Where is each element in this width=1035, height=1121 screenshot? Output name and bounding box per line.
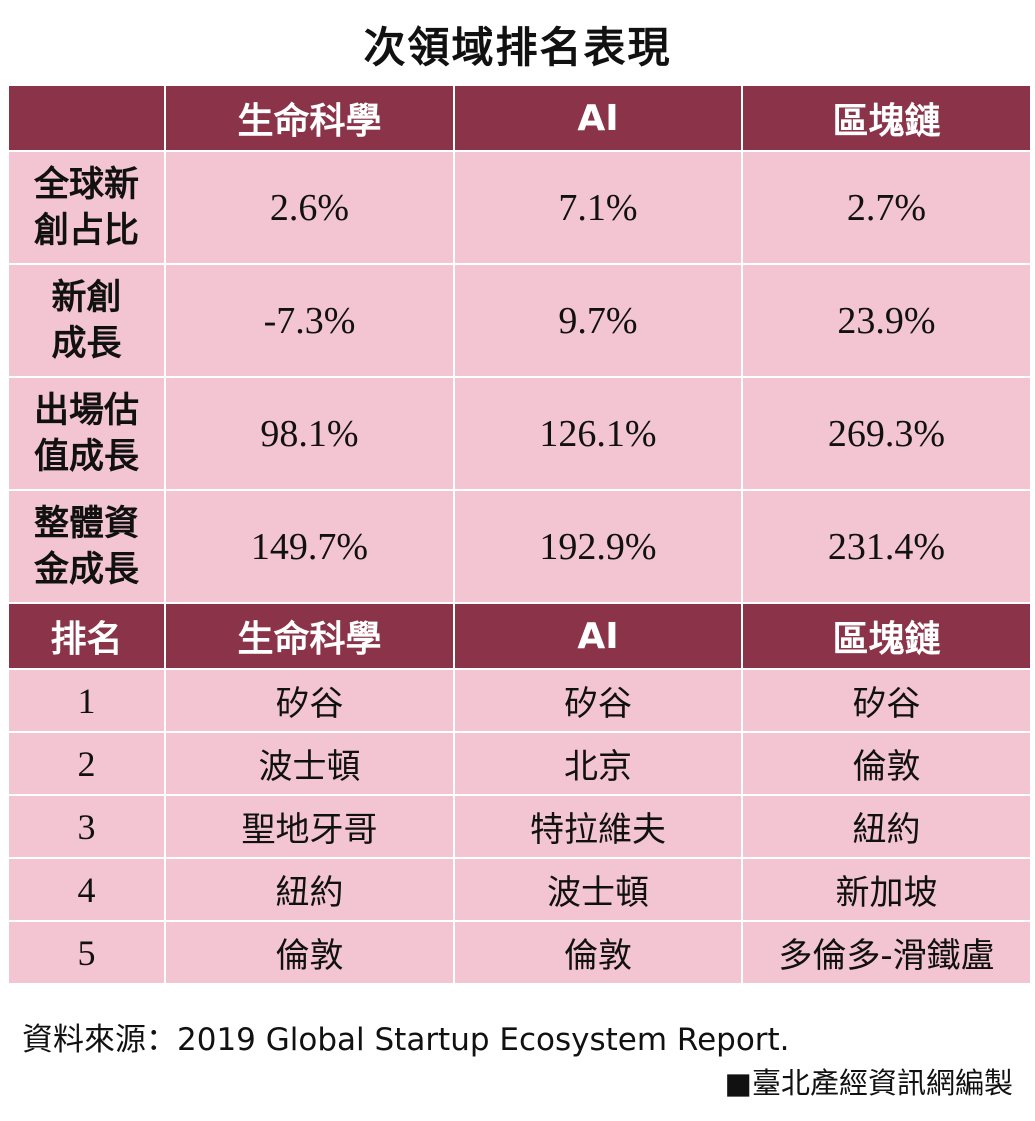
source-note: 資料來源：2019 Global Startup Ecosystem Repor…: [22, 1022, 790, 1058]
page-title: 次領域排名表現: [363, 23, 672, 72]
rank-row: 3 聖地牙哥 特拉維夫 紐約: [7, 794, 1032, 859]
metric-value: 269.3%: [741, 376, 1032, 491]
rank-city: 紐約: [164, 857, 455, 922]
rank-number: 3: [7, 794, 166, 859]
rank-city: 多倫多-滑鐵盧: [741, 920, 1032, 985]
metric-header-row: 生命科學 AI 區塊鏈: [7, 84, 1032, 152]
ranking-table: 生命科學 AI 區塊鏈 全球新 創占比 2.6% 7.1% 2.7% 新創 成長 -…: [7, 84, 1032, 985]
column-header: 區塊鏈: [741, 84, 1032, 152]
metric-row: 出場估 值成長 98.1% 126.1% 269.3%: [7, 376, 1032, 491]
rank-city: 矽谷: [741, 668, 1032, 733]
metric-value: 2.7%: [741, 150, 1032, 265]
rank-row: 2 波士頓 北京 倫敦: [7, 731, 1032, 796]
rank-number: 1: [7, 668, 166, 733]
metric-value: 2.6%: [164, 150, 455, 265]
rank-city: 倫敦: [453, 920, 743, 985]
rank-city: 波士頓: [164, 731, 455, 796]
rank-number: 2: [7, 731, 166, 796]
metric-value: -7.3%: [164, 263, 455, 378]
row-label: 出場估 值成長: [7, 376, 166, 491]
column-header: 生命科學: [164, 84, 455, 152]
metric-value: 98.1%: [164, 376, 455, 491]
rank-city: 特拉維夫: [453, 794, 743, 859]
rank-city: 矽谷: [164, 668, 455, 733]
metric-value: 9.7%: [453, 263, 743, 378]
column-header: 區塊鏈: [741, 602, 1032, 670]
metric-value: 126.1%: [453, 376, 743, 491]
credit-note: ■臺北產經資訊網編製: [724, 1066, 1013, 1100]
rank-city: 聖地牙哥: [164, 794, 455, 859]
row-label: 全球新 創占比: [7, 150, 166, 265]
metric-value: 23.9%: [741, 263, 1032, 378]
metric-value: 192.9%: [453, 489, 743, 604]
rank-city: 紐約: [741, 794, 1032, 859]
rank-city: 新加坡: [741, 857, 1032, 922]
row-label: 整體資 金成長: [7, 489, 166, 604]
row-label: 新創 成長: [7, 263, 166, 378]
rank-number: 5: [7, 920, 166, 985]
rank-number: 4: [7, 857, 166, 922]
metric-row: 全球新 創占比 2.6% 7.1% 2.7%: [7, 150, 1032, 265]
rank-row: 5 倫敦 倫敦 多倫多-滑鐵盧: [7, 920, 1032, 985]
rank-city: 倫敦: [164, 920, 455, 985]
metric-value: 149.7%: [164, 489, 455, 604]
metric-value: 7.1%: [453, 150, 743, 265]
metric-value: 231.4%: [741, 489, 1032, 604]
rank-city: 倫敦: [741, 731, 1032, 796]
rank-header-row: 排名 生命科學 AI 區塊鏈: [7, 602, 1032, 670]
rank-header: 排名: [7, 602, 166, 670]
rank-city: 北京: [453, 731, 743, 796]
corner-cell: [7, 84, 166, 152]
rank-row: 1 矽谷 矽谷 矽谷: [7, 668, 1032, 733]
column-header: 生命科學: [164, 602, 455, 670]
rank-city: 波士頓: [453, 857, 743, 922]
column-header: AI: [453, 602, 743, 670]
metric-row: 整體資 金成長 149.7% 192.9% 231.4%: [7, 489, 1032, 604]
column-header: AI: [453, 84, 743, 152]
metric-row: 新創 成長 -7.3% 9.7% 23.9%: [7, 263, 1032, 378]
rank-city: 矽谷: [453, 668, 743, 733]
rank-row: 4 紐約 波士頓 新加坡: [7, 857, 1032, 922]
